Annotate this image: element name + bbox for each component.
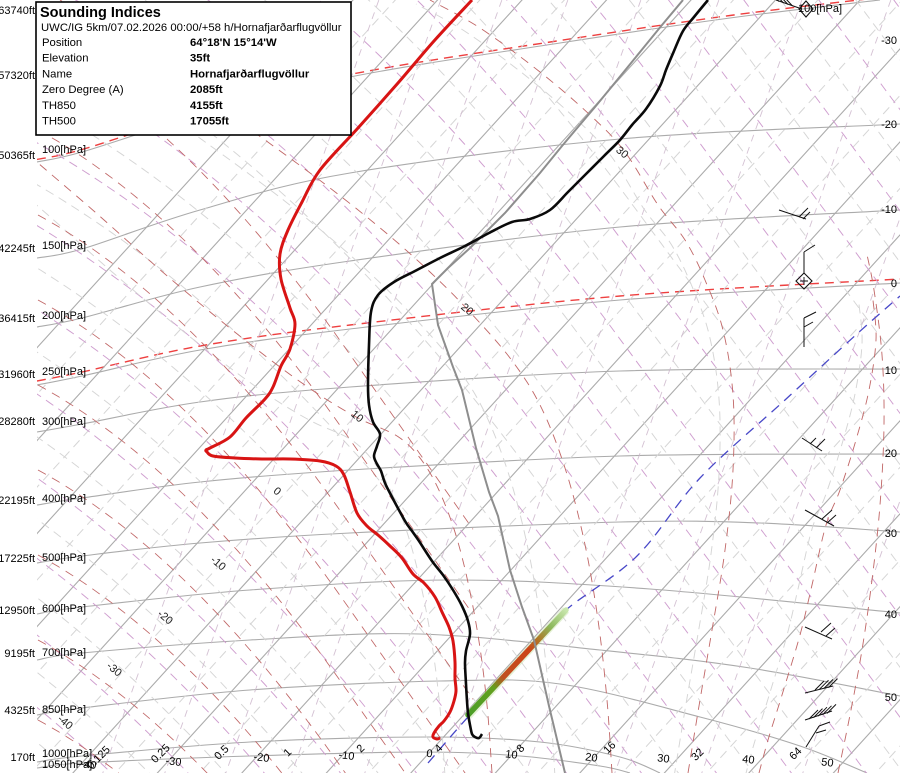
- svg-text:16: 16: [601, 739, 618, 756]
- svg-text:200[hPa]: 200[hPa]: [42, 310, 86, 322]
- svg-text:-30: -30: [881, 35, 897, 47]
- svg-text:63740ft: 63740ft: [0, 5, 35, 17]
- svg-text:0.5: 0.5: [212, 743, 231, 762]
- svg-text:TH850: TH850: [42, 100, 76, 112]
- svg-text:Position: Position: [42, 37, 82, 49]
- svg-text:-10: -10: [338, 749, 355, 763]
- svg-text:0: 0: [426, 748, 434, 761]
- svg-text:57320ft: 57320ft: [0, 70, 35, 82]
- svg-text:Elevation: Elevation: [42, 53, 88, 65]
- svg-text:64: 64: [787, 745, 804, 762]
- svg-text:1000[hPa]: 1000[hPa]: [42, 748, 92, 760]
- svg-text:250[hPa]: 250[hPa]: [42, 366, 86, 378]
- svg-text:100[hPa]: 100[hPa]: [798, 3, 842, 15]
- svg-text:40: 40: [885, 609, 897, 621]
- svg-text:-10: -10: [208, 554, 228, 573]
- svg-text:0: 0: [271, 485, 283, 498]
- svg-text:50: 50: [821, 756, 835, 769]
- svg-text:36415ft: 36415ft: [0, 313, 35, 325]
- svg-text:170ft: 170ft: [11, 752, 35, 764]
- svg-text:700[hPa]: 700[hPa]: [42, 647, 86, 659]
- svg-text:2085ft: 2085ft: [190, 84, 223, 96]
- svg-text:-20: -20: [155, 608, 175, 627]
- svg-text:Zero Degree (A): Zero Degree (A): [42, 84, 124, 96]
- svg-text:10: 10: [885, 365, 897, 377]
- svg-text:100[hPa]: 100[hPa]: [42, 144, 86, 156]
- svg-text:Hornafjarðarflugvöllur: Hornafjarðarflugvöllur: [190, 68, 310, 80]
- svg-text:300[hPa]: 300[hPa]: [42, 416, 86, 428]
- svg-text:10: 10: [505, 748, 519, 761]
- svg-text:600[hPa]: 600[hPa]: [42, 603, 86, 615]
- svg-text:0: 0: [891, 278, 897, 290]
- svg-text:50365ft: 50365ft: [0, 150, 35, 162]
- svg-text:50: 50: [885, 692, 897, 704]
- svg-text:28280ft: 28280ft: [0, 416, 35, 428]
- svg-text:35ft: 35ft: [190, 53, 210, 65]
- svg-text:Sounding Indices: Sounding Indices: [40, 5, 161, 21]
- svg-text:9195ft: 9195ft: [4, 648, 35, 660]
- svg-text:12950ft: 12950ft: [0, 605, 35, 617]
- svg-text:UWC/IG 5km/07.02.2026 00:00/+5: UWC/IG 5km/07.02.2026 00:00/+58 h/Hornaf…: [41, 22, 342, 34]
- svg-text:20: 20: [885, 448, 897, 460]
- svg-text:850[hPa]: 850[hPa]: [42, 704, 86, 716]
- svg-text:Name: Name: [42, 68, 72, 80]
- svg-text:30: 30: [885, 528, 897, 540]
- svg-text:64°18'N 15°14'W: 64°18'N 15°14'W: [190, 37, 277, 49]
- svg-text:-40: -40: [80, 758, 97, 772]
- svg-text:1: 1: [281, 746, 294, 759]
- svg-text:4325ft: 4325ft: [4, 705, 35, 717]
- svg-text:-10: -10: [881, 204, 897, 216]
- svg-text:40: 40: [742, 753, 756, 766]
- svg-text:30: 30: [657, 752, 671, 765]
- svg-text:31960ft: 31960ft: [0, 369, 35, 381]
- svg-text:150[hPa]: 150[hPa]: [42, 240, 86, 252]
- svg-text:-20: -20: [253, 751, 270, 765]
- svg-text:42245ft: 42245ft: [0, 243, 35, 255]
- svg-text:-20: -20: [881, 119, 897, 131]
- svg-text:22195ft: 22195ft: [0, 495, 35, 507]
- svg-text:400[hPa]: 400[hPa]: [42, 493, 86, 505]
- svg-text:4155ft: 4155ft: [190, 100, 223, 112]
- svg-text:500[hPa]: 500[hPa]: [42, 552, 86, 564]
- svg-text:-30: -30: [165, 755, 182, 769]
- svg-text:-30: -30: [104, 660, 124, 679]
- svg-text:20: 20: [585, 751, 599, 764]
- svg-text:1050[hPa]: 1050[hPa]: [42, 759, 92, 771]
- svg-text:17055ft: 17055ft: [190, 116, 229, 128]
- svg-text:TH500: TH500: [42, 116, 76, 128]
- svg-text:17225ft: 17225ft: [0, 553, 35, 565]
